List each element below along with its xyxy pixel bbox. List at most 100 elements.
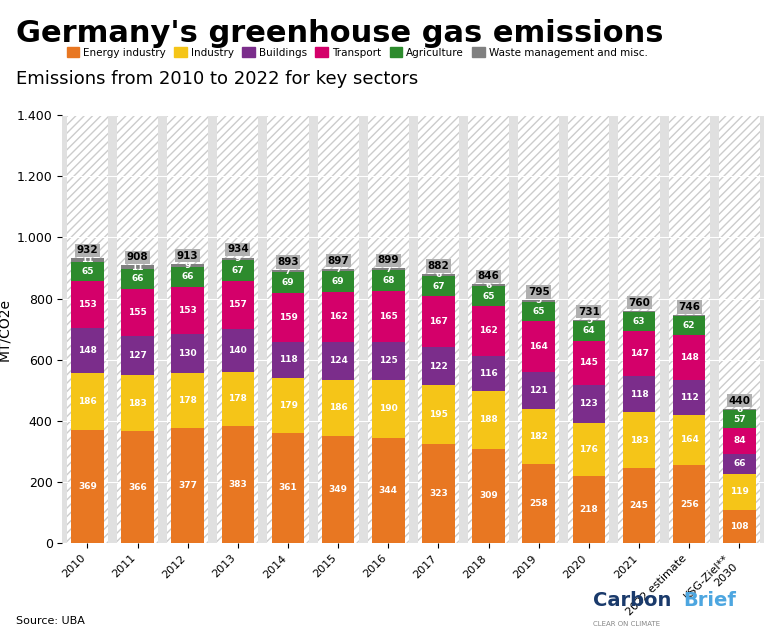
- Bar: [673, 315, 705, 316]
- Text: Source: UBA: Source: UBA: [16, 616, 84, 626]
- Text: 69: 69: [332, 277, 345, 286]
- Bar: [673, 335, 705, 380]
- Text: 190: 190: [379, 404, 398, 413]
- Bar: [122, 265, 154, 269]
- Text: 65: 65: [482, 292, 495, 301]
- Text: 67: 67: [432, 282, 445, 291]
- Text: 148: 148: [78, 346, 97, 355]
- Text: 122: 122: [429, 362, 448, 371]
- Bar: [622, 331, 655, 376]
- Text: 155: 155: [128, 308, 147, 317]
- Text: 5: 5: [536, 296, 542, 305]
- Text: 383: 383: [229, 480, 247, 489]
- Bar: [573, 385, 605, 422]
- Text: 167: 167: [429, 318, 448, 327]
- Bar: [473, 284, 505, 286]
- Text: 11: 11: [131, 263, 144, 272]
- Text: 66: 66: [733, 459, 746, 468]
- Bar: [322, 342, 354, 380]
- Bar: [122, 269, 154, 289]
- Text: 6: 6: [736, 405, 743, 414]
- Text: 118: 118: [278, 355, 297, 364]
- FancyBboxPatch shape: [569, 115, 609, 543]
- Text: 108: 108: [730, 522, 749, 531]
- Bar: [573, 321, 605, 341]
- Text: 366: 366: [128, 482, 147, 491]
- Text: 130: 130: [179, 349, 197, 358]
- FancyBboxPatch shape: [619, 115, 660, 543]
- Bar: [622, 311, 655, 312]
- Bar: [372, 380, 405, 438]
- Text: 119: 119: [730, 488, 749, 497]
- Bar: [122, 289, 154, 336]
- Bar: [673, 316, 705, 335]
- Bar: [473, 391, 505, 449]
- Text: 760: 760: [628, 298, 650, 307]
- Text: 908: 908: [127, 252, 148, 263]
- Bar: [322, 436, 354, 543]
- Bar: [271, 272, 304, 293]
- Text: 112: 112: [680, 393, 699, 402]
- Bar: [723, 408, 756, 410]
- Bar: [172, 428, 204, 543]
- Text: 731: 731: [578, 307, 600, 316]
- Bar: [622, 376, 655, 412]
- Bar: [71, 261, 104, 281]
- Text: 377: 377: [179, 481, 197, 490]
- Text: 7: 7: [285, 266, 291, 275]
- Text: 65: 65: [533, 307, 545, 316]
- Text: 182: 182: [530, 432, 548, 441]
- Text: 897: 897: [328, 256, 349, 266]
- Bar: [723, 410, 756, 428]
- FancyBboxPatch shape: [468, 115, 509, 543]
- Text: 369: 369: [78, 482, 97, 491]
- Bar: [573, 422, 605, 477]
- Text: 178: 178: [229, 394, 247, 403]
- Text: 349: 349: [328, 485, 348, 495]
- Text: 178: 178: [179, 396, 197, 405]
- Text: 69: 69: [282, 278, 294, 288]
- Bar: [271, 433, 304, 543]
- Bar: [422, 348, 455, 385]
- Bar: [172, 266, 204, 287]
- Bar: [523, 321, 555, 372]
- Text: 164: 164: [679, 435, 699, 444]
- Text: 62: 62: [683, 321, 696, 330]
- Bar: [473, 356, 505, 391]
- Bar: [222, 260, 254, 281]
- Text: 159: 159: [278, 313, 297, 322]
- Text: 7: 7: [335, 265, 342, 274]
- Text: 323: 323: [429, 489, 448, 498]
- Text: 66: 66: [131, 274, 144, 284]
- Bar: [422, 276, 455, 296]
- Bar: [723, 454, 756, 473]
- Bar: [322, 292, 354, 342]
- Text: 795: 795: [528, 287, 550, 297]
- Legend: Energy industry, Industry, Buildings, Transport, Agriculture, Waste management a: Energy industry, Industry, Buildings, Tr…: [62, 43, 652, 62]
- Bar: [172, 287, 204, 334]
- Bar: [422, 385, 455, 444]
- Text: 344: 344: [379, 486, 398, 495]
- Text: 913: 913: [177, 251, 199, 261]
- Text: 153: 153: [78, 300, 97, 309]
- FancyBboxPatch shape: [218, 115, 258, 543]
- FancyBboxPatch shape: [518, 115, 559, 543]
- Text: 899: 899: [378, 255, 399, 265]
- Text: 140: 140: [229, 346, 247, 355]
- Text: 145: 145: [580, 358, 598, 367]
- Bar: [172, 264, 204, 266]
- Text: 932: 932: [76, 245, 98, 255]
- Bar: [322, 269, 354, 271]
- Text: 63: 63: [633, 317, 645, 326]
- Bar: [673, 465, 705, 543]
- Text: 162: 162: [329, 312, 348, 321]
- FancyBboxPatch shape: [418, 115, 459, 543]
- Text: Germany's greenhouse gas emissions: Germany's greenhouse gas emissions: [16, 19, 663, 48]
- Text: 7: 7: [385, 265, 392, 273]
- Text: 153: 153: [179, 306, 197, 315]
- Bar: [523, 302, 555, 321]
- Bar: [622, 412, 655, 468]
- Text: 361: 361: [278, 484, 297, 493]
- Text: 162: 162: [479, 327, 498, 335]
- Text: 67: 67: [232, 266, 244, 275]
